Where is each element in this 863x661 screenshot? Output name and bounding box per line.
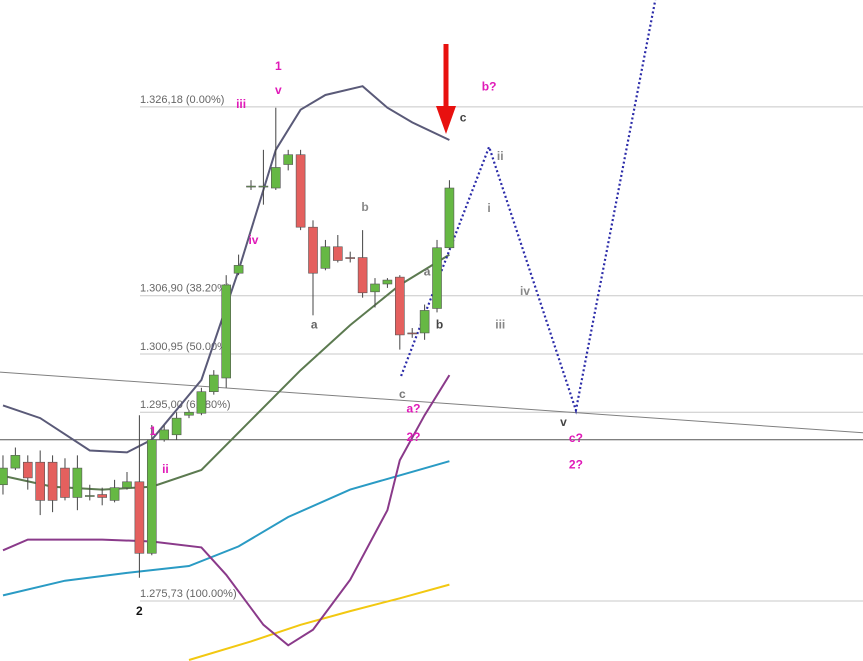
candle-body	[134, 481, 145, 554]
candle-body	[444, 187, 455, 249]
candle-body	[271, 167, 281, 189]
wave-label: a?	[406, 402, 420, 416]
fib-label: 1.295,00 (61.80%)	[140, 399, 231, 411]
indicator-line	[2, 460, 450, 597]
candle-body	[109, 487, 120, 501]
candle-body	[246, 185, 256, 188]
candle-body	[97, 494, 107, 498]
wave-label: 2?	[406, 430, 420, 444]
candle-body	[84, 495, 95, 497]
indicator-line	[188, 583, 450, 661]
wave-label: ii	[497, 149, 504, 163]
candle-body	[432, 247, 442, 309]
candle-body	[333, 246, 343, 261]
candle-body	[146, 439, 157, 554]
wave-label: 1	[275, 59, 282, 73]
candle-body	[60, 467, 70, 498]
candle-body	[171, 417, 182, 436]
arrow-head	[436, 106, 456, 134]
candle-body	[196, 391, 207, 414]
candle-body	[184, 411, 194, 416]
candles	[0, 107, 455, 578]
candle-body	[407, 332, 418, 335]
indicator-line	[2, 374, 451, 647]
wave-label: iii	[236, 97, 246, 111]
wave-label: 2?	[569, 457, 583, 471]
wave-label: a	[311, 317, 318, 331]
candle-body	[395, 276, 405, 336]
candle-body	[370, 283, 380, 293]
candle-body	[295, 154, 306, 228]
wave-label: 1	[150, 424, 157, 438]
wave-label: iv	[248, 233, 258, 247]
fib-label: 1.300,95 (50.00%)	[140, 341, 231, 353]
wave-label: i	[487, 201, 490, 215]
candle-body	[159, 429, 169, 440]
wave-label: 2	[136, 604, 143, 618]
fib-label: 1.306,90 (38.20%)	[140, 283, 231, 295]
fib-label: 1.275,73 (100.00%)	[140, 588, 237, 600]
wave-label: v	[275, 83, 282, 97]
candle-body	[308, 226, 318, 274]
candle-body	[233, 265, 244, 274]
wave-label: b?	[482, 79, 497, 93]
candle-body	[258, 185, 269, 188]
candle-body	[72, 467, 83, 498]
candle-body	[221, 284, 231, 379]
candle-body	[283, 154, 294, 165]
wave-label: c	[399, 387, 406, 401]
candle-body	[357, 257, 368, 294]
wave-label: iv	[520, 284, 530, 298]
candle-body	[47, 461, 58, 501]
indicator-line	[2, 85, 450, 454]
wave-label: ii	[162, 462, 169, 476]
candle-body	[35, 461, 45, 501]
candle-body	[419, 310, 430, 334]
wave-label: c?	[569, 431, 583, 445]
wave-label: b	[436, 317, 443, 331]
candle-body	[10, 455, 21, 469]
candle-body	[122, 481, 132, 488]
candle-body	[345, 257, 356, 259]
wave-label: b	[361, 200, 368, 214]
candle-body	[22, 461, 33, 479]
candle-body	[0, 467, 8, 486]
candle-body	[382, 279, 393, 285]
wave-label: a	[424, 264, 431, 278]
wave-label: v	[560, 415, 567, 429]
fib-levels: 1.326,18 (0.00%) 1.306,90 (38.20%) 1.300,9…	[140, 94, 863, 602]
candle-body	[320, 246, 331, 269]
fib-label: 1.326,18 (0.00%)	[140, 94, 224, 106]
red-arrow	[436, 44, 456, 134]
candle-body	[208, 374, 219, 393]
indicator-line	[400, 0, 657, 415]
wave-label: c	[460, 111, 467, 125]
wave-label: iii	[495, 317, 505, 331]
